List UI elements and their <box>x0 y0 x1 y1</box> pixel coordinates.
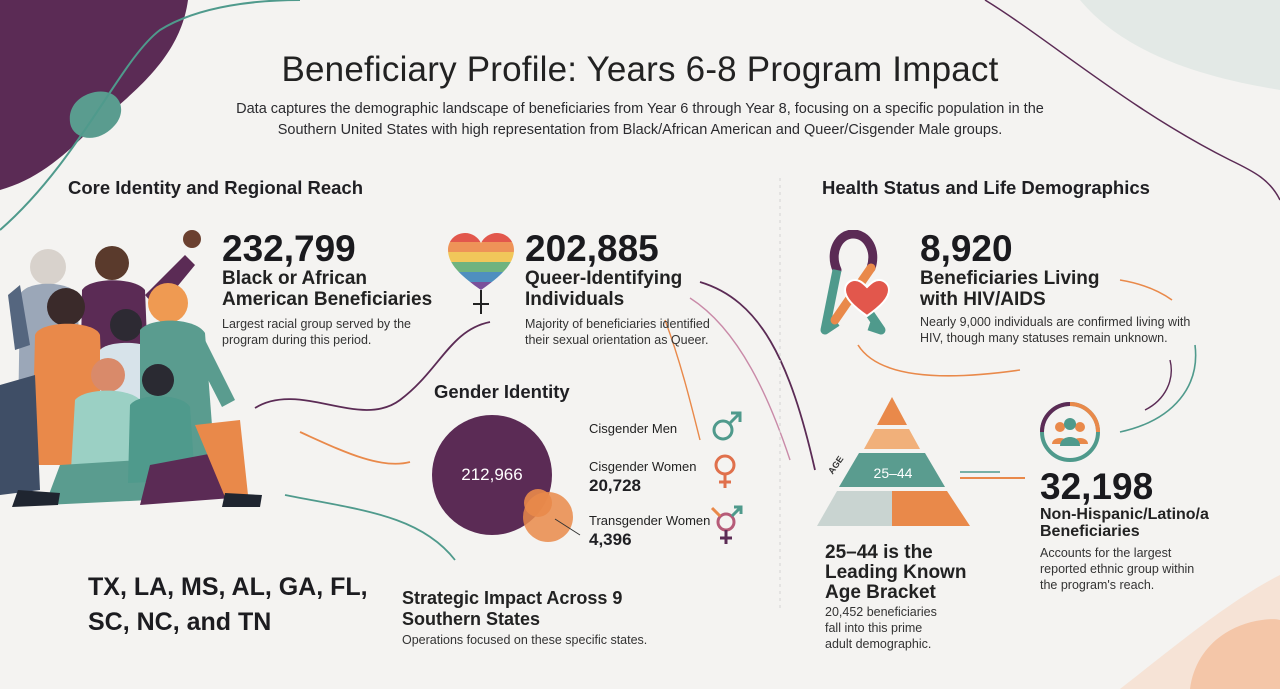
pyramid-upper <box>864 429 920 449</box>
cisgender-men-label: Cisgender Men <box>589 421 678 436</box>
queer-individuals-description: Majority of beneficiaries identified the… <box>525 317 710 347</box>
gender-identity-heading: Gender Identity <box>434 381 570 402</box>
transgender-symbol-icon <box>710 505 743 544</box>
cisgender-women-value: 20,728 <box>589 476 641 495</box>
awareness-ribbon-icon <box>820 230 891 335</box>
black-beneficiaries-label: Black or African American Beneficiaries <box>222 268 433 310</box>
page-title: Beneficiary Profile: Years 6-8 Program I… <box>281 50 999 89</box>
gender-circle-value: 212,966 <box>461 465 523 484</box>
gender-circles-chart <box>432 415 581 542</box>
pyramid-middle-highlight <box>839 453 945 487</box>
hiv-beneficiaries-description: Nearly 9,000 individuals are confirmed l… <box>920 315 1191 345</box>
transgender-women-value: 4,396 <box>589 530 632 549</box>
hiv-beneficiaries-label: Beneficiaries Living with HIV/AIDS <box>920 268 1100 310</box>
page-subtitle: Data captures the demographic landscape … <box>236 101 1044 138</box>
transgender-women-circle <box>524 489 552 517</box>
transgender-women-label: Transgender Women <box>589 513 711 528</box>
pyramid-base-right <box>892 491 970 526</box>
states-list: TX, LA, MS, AL, GA, FL, SC, NC, and TN <box>88 573 368 636</box>
pyramid-top <box>877 397 907 425</box>
ethnic-group-label: Non-Hispanic/Latino/a Beneficiaries <box>1040 506 1209 540</box>
health-status-heading: Health Status and Life Demographics <box>822 177 1150 198</box>
age-bracket-pyramid-label: 25–44 <box>873 465 913 481</box>
age-bracket-heading: 25–44 is the Leading Known Age Bracket <box>825 542 967 603</box>
queer-individuals-label: Queer-Identifying Individuals <box>525 268 683 310</box>
ethnic-group-description: Accounts for the largest reported ethnic… <box>1040 546 1195 592</box>
queer-individuals-value: 202,885 <box>525 228 659 269</box>
people-group-illustration <box>0 230 262 507</box>
ethnic-group-value: 32,198 <box>1040 466 1154 507</box>
cisgender-women-label: Cisgender Women <box>589 459 697 474</box>
black-beneficiaries-description: Largest racial group served by the progr… <box>222 317 411 347</box>
age-pyramid-graphic <box>817 397 970 526</box>
top-right-wash <box>1080 0 1280 90</box>
hiv-beneficiaries-value: 8,920 <box>920 228 1013 269</box>
age-bracket-description: 20,452 beneficiaries fall into this prim… <box>825 605 937 651</box>
female-symbol-icon <box>714 454 736 488</box>
strategic-impact-description: Operations focused on these specific sta… <box>402 633 648 647</box>
black-beneficiaries-value: 232,799 <box>222 228 356 269</box>
rainbow-heart-icon <box>448 233 514 314</box>
pyramid-base-left <box>817 491 892 526</box>
bottom-right-wash <box>1120 575 1280 689</box>
cisgender-men-circle <box>432 415 552 535</box>
core-identity-heading: Core Identity and Regional Reach <box>68 177 364 198</box>
people-group-icon <box>1040 402 1100 462</box>
strategic-impact-heading: Strategic Impact Across 9 Southern State… <box>402 588 623 629</box>
gender-symbols <box>710 411 743 544</box>
male-symbol-icon <box>712 411 742 441</box>
